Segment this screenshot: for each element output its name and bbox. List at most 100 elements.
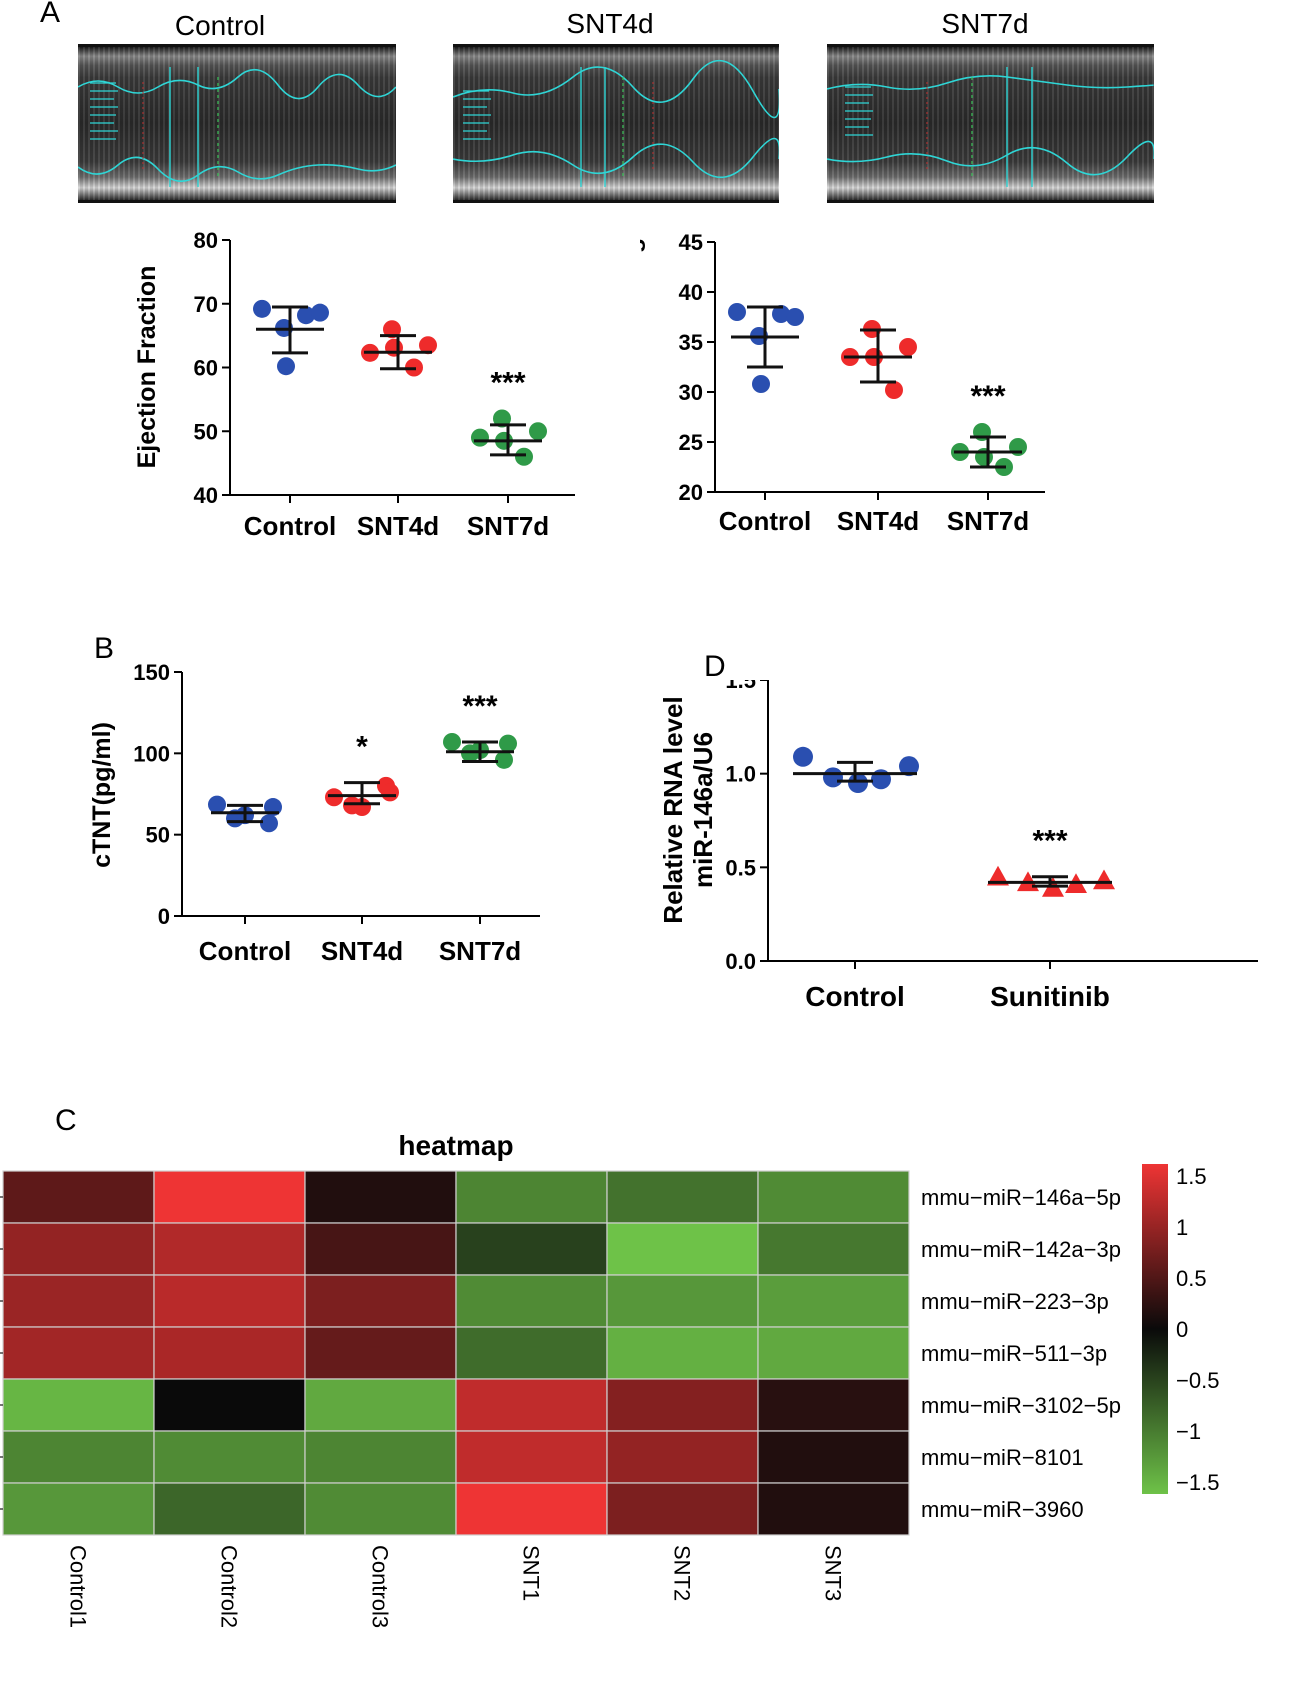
data-point xyxy=(499,734,517,753)
data-point xyxy=(752,375,770,393)
row-label: mmu−miR−142a−3p xyxy=(921,1237,1121,1262)
heatmap-cell xyxy=(2,1326,155,1380)
heatmap-cell xyxy=(455,1326,608,1380)
data-point xyxy=(529,422,547,441)
heatmap-cell xyxy=(606,1430,759,1484)
heatmap-cell xyxy=(2,1222,155,1276)
column-label: SNT2 xyxy=(670,1545,695,1601)
panel-label-d: D xyxy=(704,650,726,683)
echo-title-control: Control xyxy=(174,10,266,41)
heatmap-cell xyxy=(304,1326,457,1380)
x-tick-label: SNT4d xyxy=(837,506,919,536)
significance-marker: *** xyxy=(1032,825,1067,858)
y-tick-label: 50 xyxy=(146,823,170,848)
heatmap-cell xyxy=(757,1222,910,1276)
y-tick-label: 150 xyxy=(133,660,170,685)
y-axis-label: Fractional Shortening xyxy=(640,238,646,496)
y-axis-label: cTNT(pg/ml) xyxy=(90,722,116,868)
colorbar-tick-label: 1.5 xyxy=(1176,1164,1207,1189)
heatmap-cell xyxy=(455,1222,608,1276)
heatmap-cell xyxy=(757,1378,910,1432)
column-label: Control3 xyxy=(368,1545,393,1628)
x-tick-label: Control xyxy=(805,981,905,1012)
y-tick-label: 40 xyxy=(679,280,703,305)
heatmap-cell xyxy=(153,1222,306,1276)
data-point xyxy=(260,814,278,833)
y-tick-label: 1.5 xyxy=(725,680,756,693)
heatmap-cell xyxy=(606,1170,759,1224)
data-point xyxy=(495,750,513,769)
y-axis-label-line: Relative RNA level xyxy=(660,696,688,923)
significance-marker: * xyxy=(356,731,368,764)
significance-marker: *** xyxy=(970,380,1005,413)
significance-marker: *** xyxy=(490,367,525,400)
data-point xyxy=(343,796,361,815)
heatmap-cell xyxy=(606,1378,759,1432)
heatmap-cell xyxy=(757,1482,910,1536)
x-tick-label: SNT7d xyxy=(467,511,549,541)
x-tick-label: SNT4d xyxy=(321,936,403,966)
heatmap-title: heatmap xyxy=(398,1130,513,1161)
echo-trace-control xyxy=(78,67,396,187)
echo-trace-snt4d xyxy=(453,59,779,187)
heatmap-cell xyxy=(455,1482,608,1536)
data-point xyxy=(987,865,1009,886)
colorbar-tick-label: 1 xyxy=(1176,1215,1188,1240)
heatmap-cell xyxy=(757,1430,910,1484)
heatmap-cell xyxy=(2,1430,155,1484)
data-point xyxy=(515,447,533,466)
data-point xyxy=(385,338,403,357)
heatmap-cell xyxy=(606,1326,759,1380)
row-label: mmu−miR−511−3p xyxy=(921,1341,1107,1366)
data-point xyxy=(885,381,903,399)
y-axis-label: Relative RNA level miR-146a/U6 xyxy=(660,696,718,923)
data-point xyxy=(899,756,919,777)
data-point xyxy=(793,746,813,767)
row-label: mmu−miR−223−3p xyxy=(921,1289,1109,1314)
data-point xyxy=(461,744,479,763)
y-tick-label: 35 xyxy=(679,330,703,355)
echo-trace-snt7d xyxy=(827,67,1154,187)
column-label: Control2 xyxy=(217,1545,242,1628)
y-tick-label: 25 xyxy=(679,430,703,455)
y-tick-label: 30 xyxy=(679,380,703,405)
heatmap-cell xyxy=(153,1482,306,1536)
panel-label-b: B xyxy=(94,632,115,665)
column-label: SNT1 xyxy=(519,1545,544,1601)
y-axis-label-line: Ejection Fraction xyxy=(133,266,161,469)
data-point xyxy=(277,357,295,376)
y-tick-label: 40 xyxy=(194,483,218,508)
y-tick-label: 0.5 xyxy=(725,855,756,880)
data-point xyxy=(848,773,868,794)
row-label: mmu−miR−3960 xyxy=(921,1497,1084,1522)
colorbar xyxy=(1142,1164,1168,1494)
data-point xyxy=(208,795,226,814)
heatmap-cell xyxy=(2,1378,155,1432)
y-tick-label: 80 xyxy=(194,230,218,253)
heatmap-cell xyxy=(2,1170,155,1224)
x-tick-label: Sunitinib xyxy=(990,981,1110,1012)
colorbar-tick-label: 0 xyxy=(1176,1317,1188,1342)
column-label: SNT3 xyxy=(821,1545,846,1601)
echo-image-snt7d xyxy=(827,44,1154,203)
y-tick-label: 0 xyxy=(158,904,170,929)
colorbar-tick-label: 0.5 xyxy=(1176,1266,1207,1291)
echo-image-snt4d xyxy=(453,44,779,203)
data-point xyxy=(493,409,511,428)
x-tick-label: SNT4d xyxy=(357,511,439,541)
heatmap-cell xyxy=(455,1430,608,1484)
y-tick-label: 0.0 xyxy=(725,949,756,974)
y-tick-label: 100 xyxy=(133,741,170,766)
data-point xyxy=(325,788,343,807)
heatmap-cell xyxy=(153,1430,306,1484)
y-axis-label-line: miR-146a/U6 xyxy=(688,732,718,888)
chart-mir146a: 0.0 0.5 1.0 1.5 Control Sunitinib Relative RNA… xyxy=(660,680,1258,1012)
heatmap-cell xyxy=(455,1170,608,1224)
data-point xyxy=(786,308,804,326)
heatmap-cell xyxy=(153,1170,306,1224)
data-point xyxy=(772,305,790,323)
colorbar-tick-label: −1.5 xyxy=(1176,1470,1219,1495)
panel-label-c: C xyxy=(55,1104,77,1137)
data-point xyxy=(728,303,746,321)
